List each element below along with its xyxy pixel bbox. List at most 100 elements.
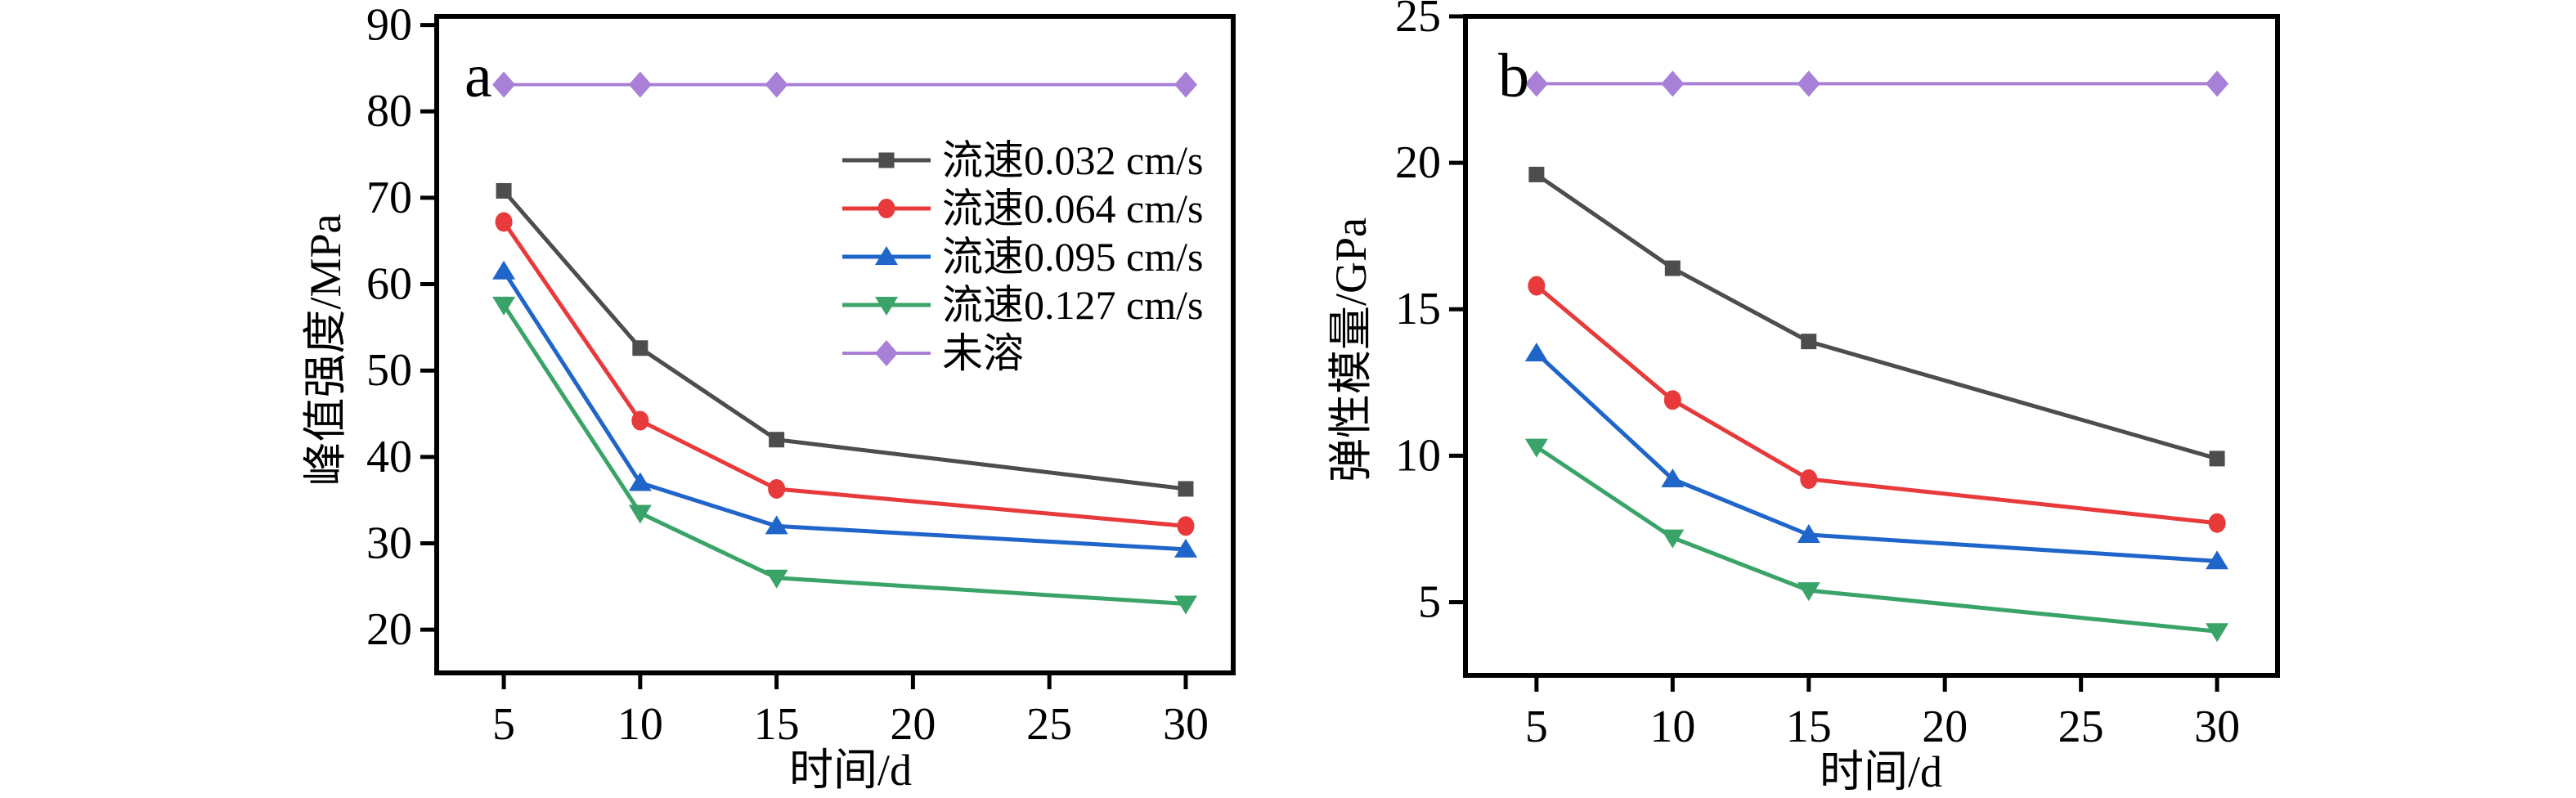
triangle-down-icon [875, 297, 898, 316]
triangle-up-icon [765, 515, 788, 535]
y-tick-label: 20 [366, 604, 412, 655]
triangle-down-icon [1524, 438, 1548, 458]
square-icon [878, 152, 895, 168]
square-icon [632, 340, 648, 356]
triangle-down-icon [1661, 529, 1685, 549]
triangle-up-icon [628, 472, 652, 491]
diamond-icon [1661, 70, 1685, 97]
triangle-down-icon [492, 296, 516, 316]
x-tick-label: 15 [754, 699, 800, 750]
x-tick-label: 30 [1163, 699, 1209, 750]
y-tick-label: 25 [1395, 0, 1441, 42]
series-line [1535, 352, 2218, 563]
x-tick-label: 5 [1525, 702, 1548, 752]
triangle-down-icon [628, 504, 652, 524]
square-icon [769, 432, 785, 448]
diamond-icon [492, 71, 516, 98]
diamond-icon [2206, 70, 2229, 97]
chart-panel-b: 5 10 15 20 25 30 5 10 15 20 25 b 时间/d 弹性模量/GPa [1326, 0, 2280, 796]
square-icon [1528, 166, 1545, 182]
series-line [501, 270, 1187, 552]
series-line [1535, 173, 2218, 461]
diamond-icon [1524, 70, 1548, 97]
x-tick-label: 20 [890, 699, 936, 750]
y-tick-label: 90 [366, 0, 412, 51]
square-icon [1801, 334, 1817, 350]
legend-item: 流速0.127 cm/s [842, 282, 1203, 328]
y-tick-label: 60 [366, 259, 412, 310]
y-tick-label: 50 [366, 345, 412, 396]
panel-label: b [1498, 42, 1529, 110]
circle-icon [495, 212, 513, 232]
series-line [501, 303, 1187, 606]
diamond-icon [875, 340, 898, 366]
triangle-down-icon [1797, 582, 1820, 602]
square-icon [2209, 451, 2225, 467]
y-tick-label: 15 [1395, 284, 1441, 334]
x-tick-label: 20 [1922, 702, 1968, 752]
x-tick-label: 30 [2194, 702, 2240, 752]
legend-label: 流速0.127 cm/s [942, 282, 1203, 328]
legend-label: 流速0.064 cm/s [942, 186, 1203, 231]
y-tick-label: 70 [366, 173, 412, 223]
y-tick-label: 30 [366, 518, 412, 569]
y-tick-label: 40 [366, 432, 412, 482]
legend-item: 流速0.032 cm/s [842, 137, 1203, 183]
panel-label: a [464, 42, 492, 110]
x-tick-label: 5 [492, 699, 515, 750]
diamond-icon [1797, 70, 1820, 97]
triangle-down-icon [765, 569, 788, 589]
diamond-icon [765, 71, 788, 98]
y-tick-label: 80 [366, 86, 412, 137]
triangle-up-icon [2206, 550, 2229, 570]
circle-icon [768, 478, 786, 499]
legend-item: 流速0.095 cm/s [842, 234, 1203, 280]
chart-panel-a: 5 10 15 20 25 30 20 30 40 50 60 70 80 90 a 时间/d 峰值强度/MPa… [301, 0, 1236, 795]
series-line [1535, 284, 2218, 526]
x-tick-label: 25 [1026, 699, 1072, 750]
triangle-up-icon [1174, 538, 1197, 558]
legend-item: 流速0.064 cm/s [842, 186, 1203, 231]
series-line [502, 189, 1187, 491]
x-tick-label: 10 [617, 699, 663, 750]
circle-icon [631, 410, 649, 431]
plot-frame [1463, 14, 2280, 678]
x-tick-label: 15 [1786, 702, 1832, 752]
square-icon [1664, 260, 1681, 276]
y-axis-title: 峰值强度/MPa [301, 213, 350, 486]
triangle-up-icon [1661, 468, 1685, 487]
circle-icon [1177, 516, 1195, 536]
legend-item: 未溶 [842, 330, 1024, 376]
y-axis-title: 弹性模量/GPa [1326, 217, 1376, 482]
square-icon [496, 182, 512, 199]
legend-label: 流速0.095 cm/s [942, 234, 1203, 280]
y-tick-label: 5 [1418, 576, 1441, 627]
y-tick-label: 20 [1395, 137, 1441, 188]
circle-icon [1528, 276, 1546, 296]
x-axis-title: 时间/d [1820, 747, 1942, 796]
triangle-up-icon [492, 260, 516, 280]
diamond-icon [628, 71, 652, 98]
circle-icon [1800, 468, 1818, 489]
legend-label: 流速0.032 cm/s [942, 137, 1203, 183]
series-line [1535, 445, 2218, 634]
triangle-up-icon [1797, 524, 1820, 544]
circle-icon [877, 199, 895, 218]
plot-frame [434, 14, 1236, 675]
square-icon [1178, 481, 1194, 497]
circle-icon [1663, 390, 1681, 410]
triangle-down-icon [2206, 623, 2229, 643]
triangle-down-icon [1174, 595, 1197, 615]
triangle-up-icon [875, 246, 898, 265]
legend-label: 未溶 [942, 330, 1024, 376]
x-axis-title: 时间/d [789, 746, 912, 795]
circle-icon [2208, 513, 2226, 533]
triangle-up-icon [1524, 342, 1548, 361]
x-tick-label: 10 [1649, 702, 1695, 752]
series-line [501, 221, 1187, 528]
y-tick-label: 10 [1395, 430, 1441, 481]
diamond-icon [1174, 71, 1197, 98]
